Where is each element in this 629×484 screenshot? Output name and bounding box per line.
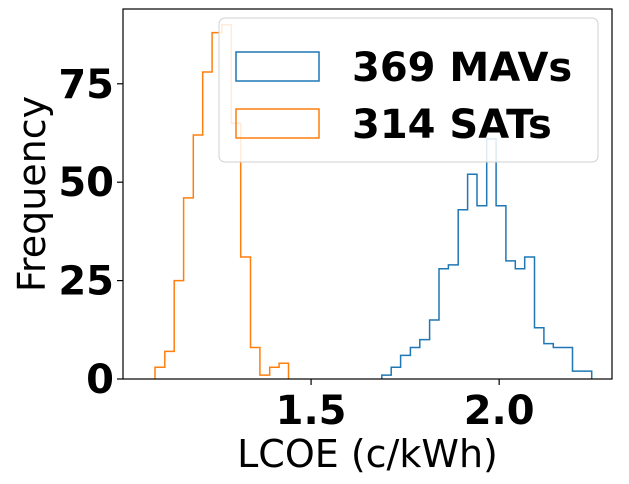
axes-border	[122, 8, 613, 380]
legend-box	[218, 17, 599, 163]
y-tick-label: 50	[58, 160, 114, 206]
legend: 369 MAVs 314 SATs	[218, 17, 599, 163]
ticks-layer: 1.5 2.0 0 25 50 75	[58, 62, 534, 434]
y-tick-label: 25	[58, 259, 114, 305]
legend-label-sats: 314 SATs	[352, 102, 552, 148]
legend-swatch-sats	[235, 108, 320, 139]
y-axis-label: Frequency	[10, 96, 54, 292]
legend-label-mavs: 369 MAVs	[352, 45, 572, 91]
y-tick-label: 0	[86, 357, 114, 403]
x-axis-label: LCOE (c/kWh)	[237, 432, 498, 476]
x-tick-label: 2.0	[464, 388, 535, 434]
histogram-series-0	[381, 138, 593, 379]
axes-frame	[122, 8, 613, 380]
y-tick-label: 75	[58, 62, 114, 108]
x-tick-label: 1.5	[276, 388, 347, 434]
legend-swatch-mavs	[235, 51, 320, 82]
